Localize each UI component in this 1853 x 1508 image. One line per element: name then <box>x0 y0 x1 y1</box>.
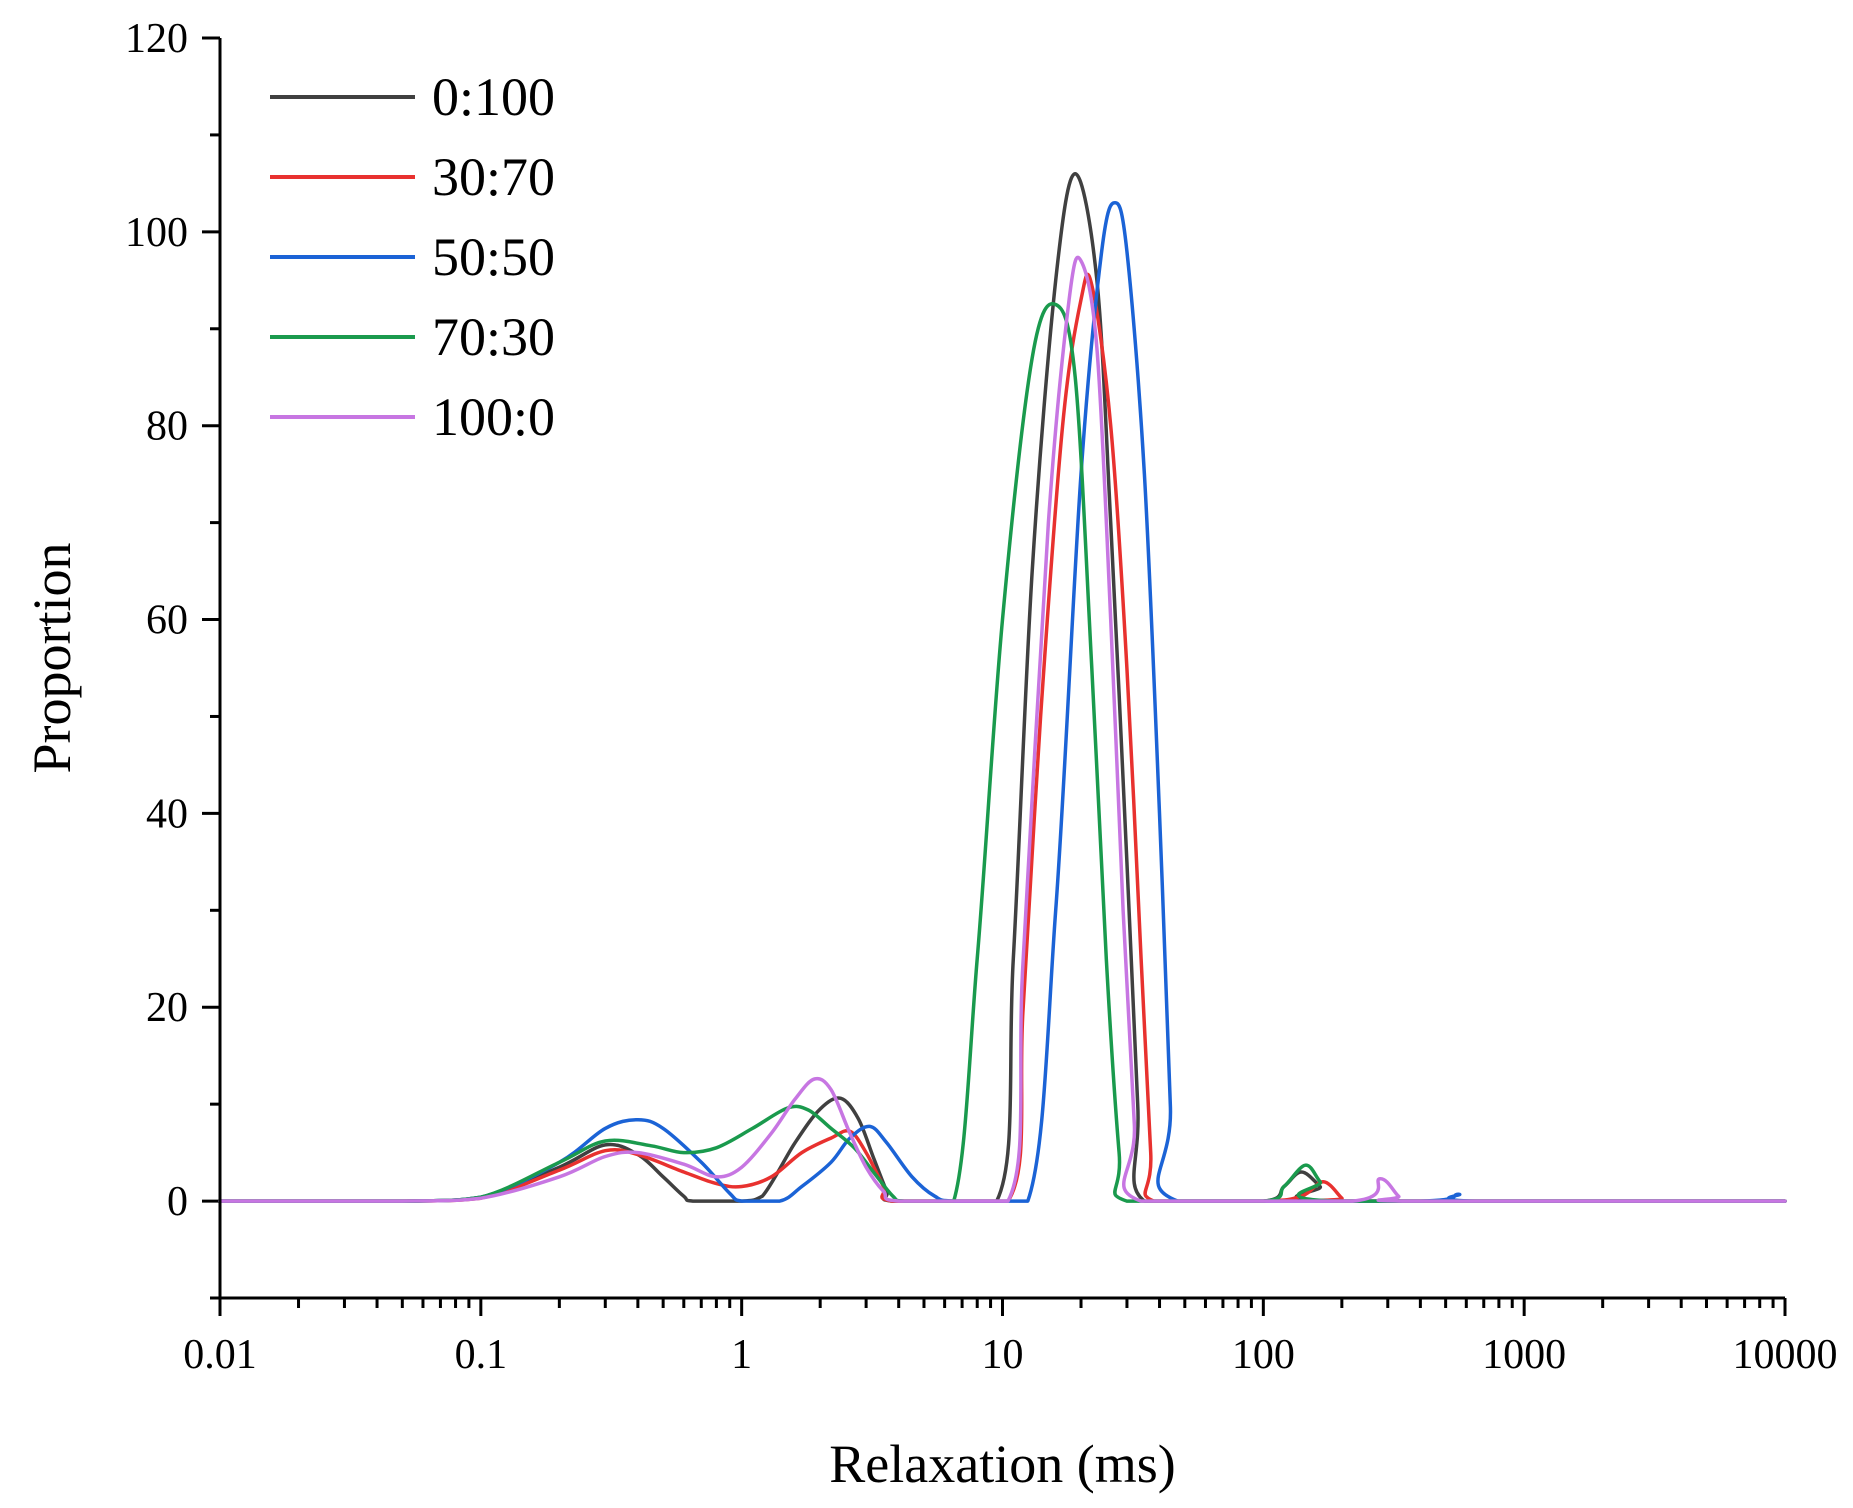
x-tick-label: 0.01 <box>183 1332 257 1378</box>
legend-label: 0:100 <box>432 67 555 127</box>
x-tick-label: 100 <box>1232 1332 1295 1378</box>
y-tick-label: 100 <box>125 210 188 256</box>
legend: 0:100 30:70 50:50 70:30 100:0 <box>270 67 555 447</box>
y-tick-label: 80 <box>146 404 188 450</box>
series-line-100-0 <box>218 255 1787 1203</box>
series-line-50-50 <box>218 201 1787 1203</box>
legend-label: 70:30 <box>432 307 555 367</box>
y-tick-label: 0 <box>167 1179 188 1225</box>
y-tick-label: 40 <box>146 791 188 837</box>
ticks-layer: 0 20 40 60 80 100 120 0.01 0.1 1 10 100 1000 10000 <box>125 16 1838 1378</box>
y-axis-title: Proportion <box>22 542 82 773</box>
legend-label: 50:50 <box>432 227 555 287</box>
y-tick-label: 120 <box>125 16 188 62</box>
legend-label: 30:70 <box>432 147 555 207</box>
x-tick-label: 1000 <box>1482 1332 1566 1378</box>
x-tick-label: 0.1 <box>455 1332 508 1378</box>
legend-label: 100:0 <box>432 387 555 447</box>
y-tick-label: 20 <box>146 985 188 1031</box>
series-layer <box>218 171 1787 1203</box>
x-tick-label: 1 <box>731 1332 752 1378</box>
x-axis-title: Relaxation (ms) <box>829 1434 1175 1494</box>
x-tick-label: 10 <box>982 1332 1024 1378</box>
x-tick-label: 10000 <box>1733 1332 1838 1378</box>
y-tick-label: 60 <box>146 598 188 644</box>
